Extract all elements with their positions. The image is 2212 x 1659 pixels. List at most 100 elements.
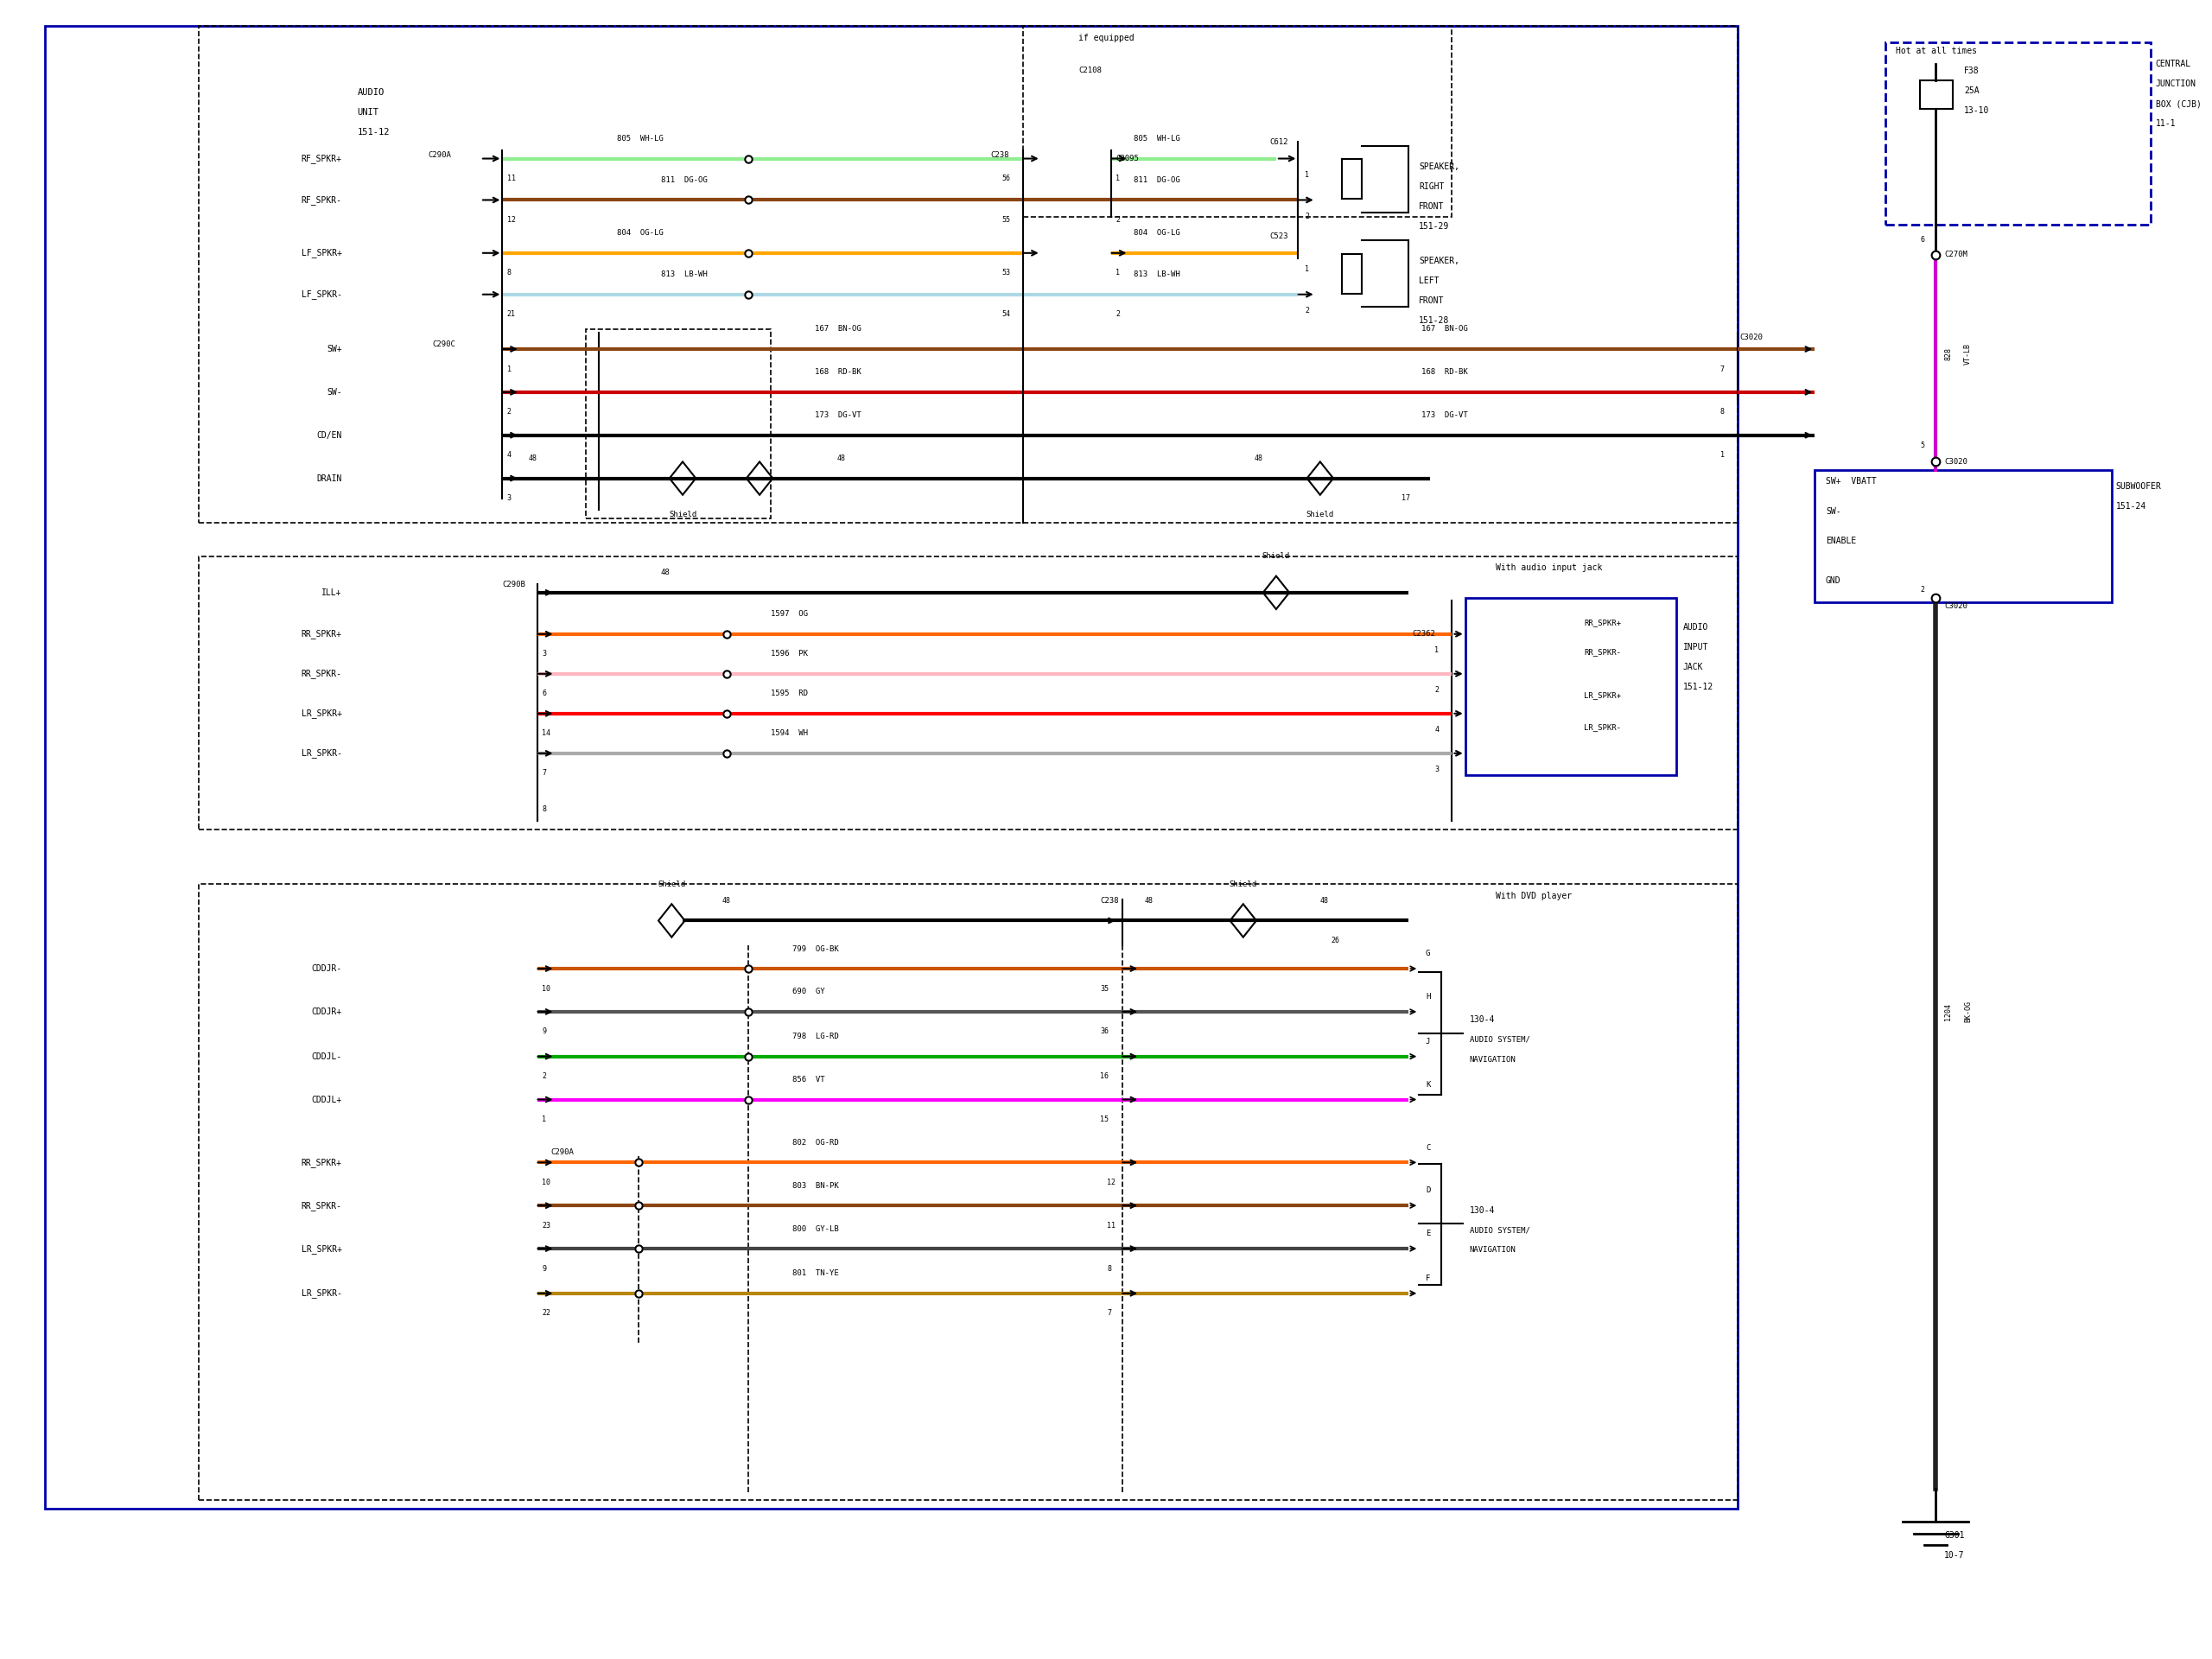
Text: 2: 2 <box>507 408 511 416</box>
Text: 48: 48 <box>721 898 730 904</box>
Text: Hot at all times: Hot at all times <box>1896 46 1978 55</box>
Text: NAVIGATION: NAVIGATION <box>1469 1055 1515 1063</box>
Text: 3: 3 <box>507 494 511 503</box>
Text: 151-12: 151-12 <box>358 128 389 136</box>
Text: 167  BN-OG: 167 BN-OG <box>814 325 860 333</box>
Text: 1597  OG: 1597 OG <box>770 611 807 619</box>
Text: 168  RD-BK: 168 RD-BK <box>814 368 860 377</box>
Text: C2108: C2108 <box>1077 66 1102 75</box>
Text: CDDJL+: CDDJL+ <box>312 1095 343 1103</box>
Text: Shield: Shield <box>1230 881 1256 888</box>
Text: 2: 2 <box>542 1072 546 1080</box>
Text: LR_SPKR-: LR_SPKR- <box>1584 723 1621 730</box>
Text: 8: 8 <box>1721 408 1725 416</box>
Text: C290A: C290A <box>427 151 451 159</box>
Text: AUDIO SYSTEM/: AUDIO SYSTEM/ <box>1469 1035 1531 1044</box>
Text: 48: 48 <box>1144 898 1152 904</box>
Text: JACK: JACK <box>1683 664 1703 672</box>
Text: 23: 23 <box>542 1221 551 1229</box>
Text: F: F <box>1425 1274 1431 1282</box>
Text: CDDJL-: CDDJL- <box>312 1052 343 1060</box>
Text: 1: 1 <box>507 365 511 373</box>
Text: C238: C238 <box>1099 898 1119 904</box>
Text: 7: 7 <box>1721 365 1725 373</box>
Text: 804  OG-LG: 804 OG-LG <box>617 229 664 237</box>
Text: ENABLE: ENABLE <box>1825 538 1856 546</box>
Text: VT-LB: VT-LB <box>1964 343 1971 365</box>
Text: C523: C523 <box>1270 232 1287 241</box>
Text: FRONT: FRONT <box>1420 297 1444 305</box>
Text: SW+: SW+ <box>327 345 343 353</box>
Text: SW-: SW- <box>327 388 343 397</box>
Text: 48: 48 <box>661 569 670 577</box>
Text: LF_SPKR-: LF_SPKR- <box>301 290 343 299</box>
Text: 10: 10 <box>542 985 551 992</box>
Text: 828: 828 <box>1944 348 1953 360</box>
Text: 17: 17 <box>1402 494 1409 503</box>
Text: 813  LB-WH: 813 LB-WH <box>1133 270 1179 279</box>
Text: LR_SPKR+: LR_SPKR+ <box>301 708 343 718</box>
Text: 26: 26 <box>1332 937 1340 944</box>
Text: 811  DG-OG: 811 DG-OG <box>1133 176 1179 184</box>
Text: With DVD player: With DVD player <box>1495 891 1573 901</box>
Text: 55: 55 <box>1002 216 1011 224</box>
Text: 811  DG-OG: 811 DG-OG <box>661 176 708 184</box>
Text: 53: 53 <box>1002 269 1011 277</box>
Text: 56: 56 <box>1002 174 1011 182</box>
Text: 36: 36 <box>1099 1027 1108 1035</box>
Text: C612: C612 <box>1270 138 1287 146</box>
Text: 802  OG-RD: 802 OG-RD <box>792 1138 838 1146</box>
Text: Shield: Shield <box>668 511 697 519</box>
Text: C2095: C2095 <box>1115 154 1139 163</box>
Text: 8: 8 <box>507 269 511 277</box>
Text: H: H <box>1425 994 1431 1000</box>
Text: C2362: C2362 <box>1413 630 1436 639</box>
Text: 4: 4 <box>507 451 511 460</box>
Text: C290B: C290B <box>502 581 526 589</box>
Text: SUBWOOFER: SUBWOOFER <box>2117 483 2161 491</box>
Text: 1: 1 <box>1115 269 1119 277</box>
Text: 2: 2 <box>1115 216 1119 224</box>
Text: 813  LB-WH: 813 LB-WH <box>661 270 708 279</box>
Text: 1596  PK: 1596 PK <box>770 650 807 657</box>
Text: C270M: C270M <box>1944 251 1969 259</box>
Text: NAVIGATION: NAVIGATION <box>1469 1246 1515 1254</box>
Bar <box>1920 81 1953 109</box>
Text: LR_SPKR+: LR_SPKR+ <box>301 1244 343 1253</box>
Text: 5: 5 <box>1920 441 1924 450</box>
Text: 2: 2 <box>1920 586 1924 594</box>
Text: C3020: C3020 <box>1944 602 1969 611</box>
Text: CDDJR-: CDDJR- <box>312 964 343 972</box>
Text: if equipped: if equipped <box>1077 33 1135 41</box>
Text: 48: 48 <box>1254 455 1263 463</box>
Text: 801  TN-YE: 801 TN-YE <box>792 1269 838 1277</box>
Text: CENTRAL: CENTRAL <box>2154 60 2190 68</box>
Text: 1: 1 <box>542 1115 546 1123</box>
Text: 151-28: 151-28 <box>1420 317 1449 325</box>
Text: 8: 8 <box>1106 1264 1110 1272</box>
Text: RR_SPKR-: RR_SPKR- <box>301 669 343 679</box>
Text: 130-4: 130-4 <box>1469 1206 1495 1214</box>
Text: CD/EN: CD/EN <box>316 431 343 440</box>
Text: G301: G301 <box>1944 1531 1964 1540</box>
Text: 1594  WH: 1594 WH <box>770 730 807 737</box>
Text: 11: 11 <box>1106 1221 1115 1229</box>
Text: 8: 8 <box>542 806 546 813</box>
Text: 2: 2 <box>1433 687 1438 693</box>
Text: 168  RD-BK: 168 RD-BK <box>1422 368 1469 377</box>
Text: 12: 12 <box>1106 1178 1115 1186</box>
Text: 2: 2 <box>1305 307 1310 315</box>
Text: 803  BN-PK: 803 BN-PK <box>792 1181 838 1190</box>
Text: 13-10: 13-10 <box>1964 106 1989 114</box>
Text: C290C: C290C <box>431 340 456 348</box>
Text: 1: 1 <box>1305 171 1310 179</box>
Text: With audio input jack: With audio input jack <box>1495 564 1601 572</box>
Text: 11-1: 11-1 <box>2154 119 2177 128</box>
Text: 35: 35 <box>1099 985 1108 992</box>
Text: 15: 15 <box>1099 1115 1108 1123</box>
Text: 10-7: 10-7 <box>1944 1551 1964 1559</box>
Text: 22: 22 <box>542 1309 551 1317</box>
Text: C238: C238 <box>991 151 1009 159</box>
Text: F38: F38 <box>1964 66 1980 75</box>
Text: 151-24: 151-24 <box>2117 503 2146 511</box>
